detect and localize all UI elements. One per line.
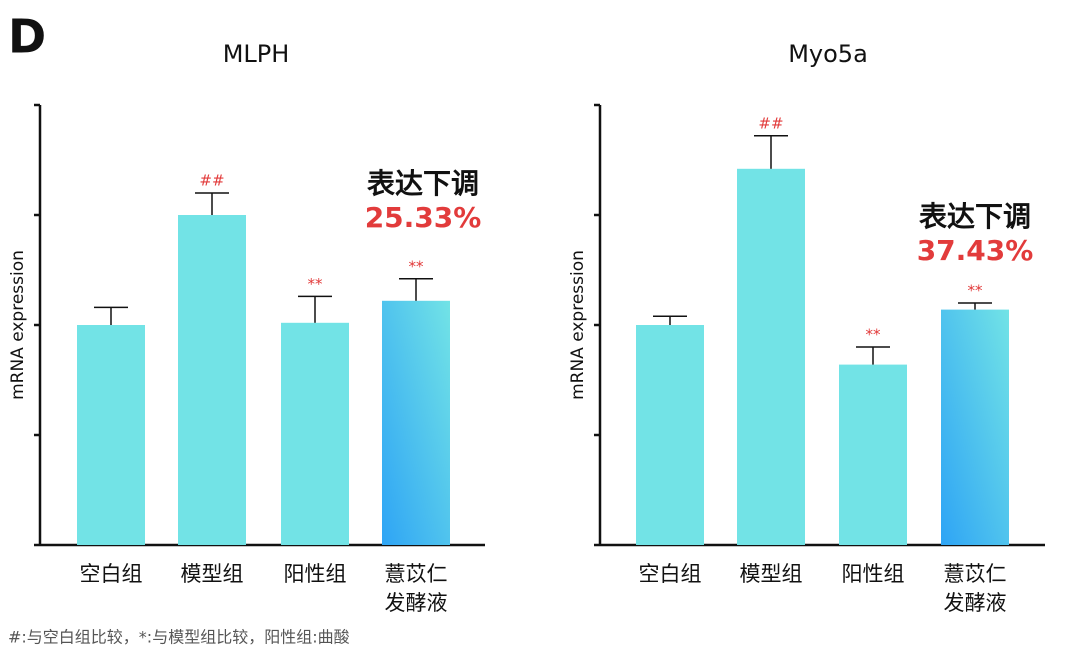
bar — [281, 322, 349, 545]
x-tick-label: 模型组 — [181, 562, 244, 586]
callout-value: 37.43% — [917, 234, 1034, 267]
x-tick-label: 阳性组 — [842, 562, 905, 586]
callout-title: 表达下调 — [367, 167, 479, 200]
x-tick-label: 阳性组 — [284, 562, 347, 586]
bar — [382, 300, 450, 545]
x-tick-label: 发酵液 — [944, 591, 1007, 615]
x-tick-label: 薏苡仁 — [385, 562, 448, 586]
y-axis-label: mRNA expression — [8, 250, 28, 400]
bar — [941, 309, 1009, 545]
bar — [178, 215, 246, 545]
y-axis-label: mRNA expression — [568, 250, 588, 400]
chart-title: Myo5a — [788, 40, 868, 68]
x-tick-label: 发酵液 — [385, 591, 448, 615]
x-tick-label: 薏苡仁 — [944, 562, 1007, 586]
panel-label: D — [8, 10, 46, 64]
callout-value: 25.33% — [365, 201, 482, 234]
significance-label: ## — [758, 114, 783, 132]
significance-label: ** — [308, 275, 324, 293]
significance-label: ** — [409, 257, 425, 275]
significance-label: ** — [968, 282, 984, 300]
significance-label: ## — [199, 172, 224, 190]
callout-title: 表达下调 — [919, 200, 1031, 233]
x-tick-label: 空白组 — [639, 562, 702, 586]
bar — [636, 325, 704, 545]
bar — [839, 364, 907, 545]
bar — [737, 168, 805, 546]
significance-label: ** — [866, 326, 882, 344]
chart-title: MLPH — [223, 40, 290, 68]
x-tick-label: 模型组 — [740, 562, 803, 586]
x-tick-label: 空白组 — [80, 562, 143, 586]
bar — [77, 325, 145, 545]
footnote: #:与空白组比较，*:与模型组比较，阳性组:曲酸 — [8, 628, 350, 647]
